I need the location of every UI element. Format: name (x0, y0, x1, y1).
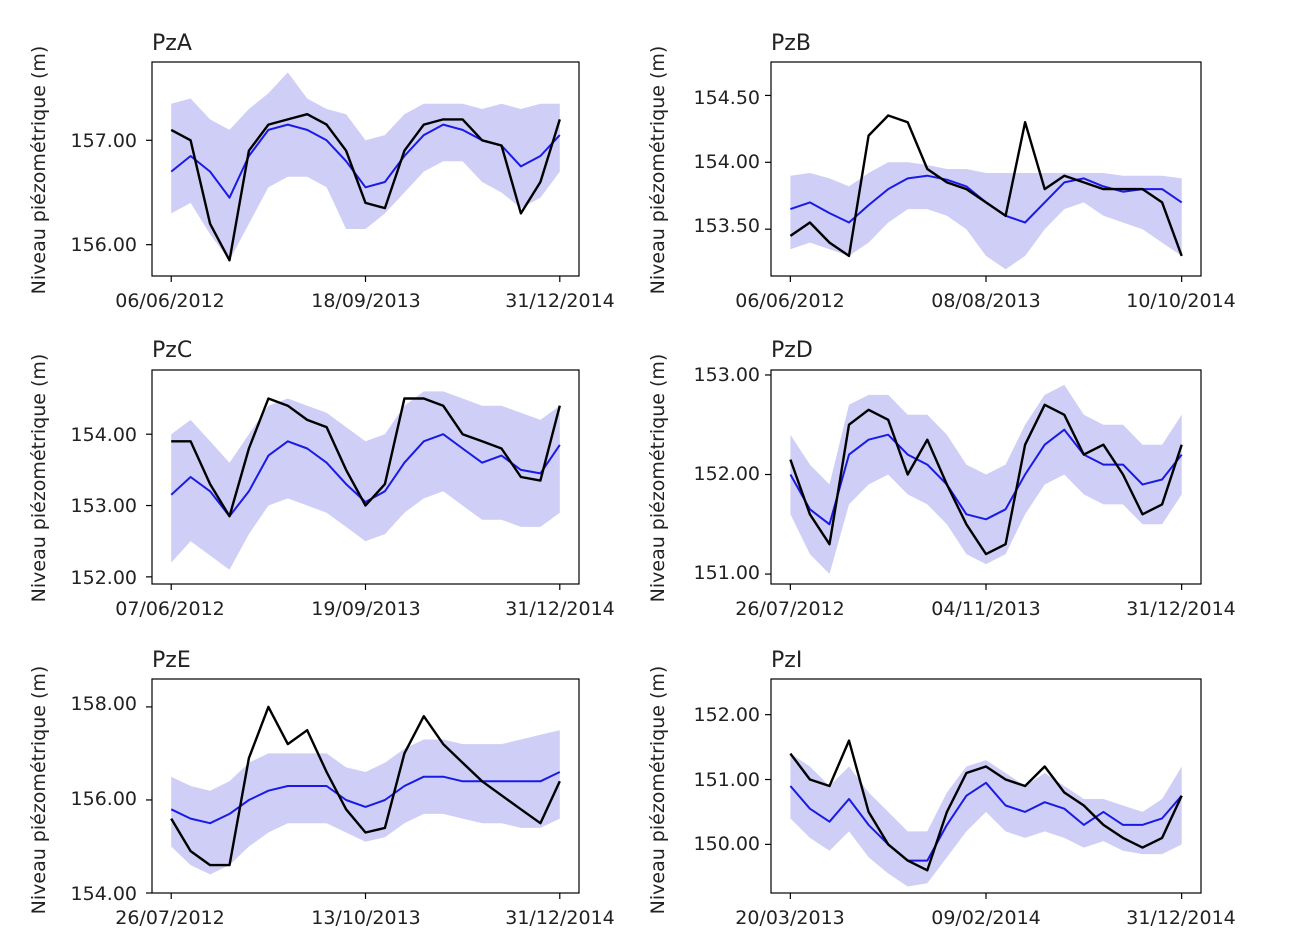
y-tick-label: 151.00 (694, 562, 760, 584)
mean-line (170, 771, 561, 825)
y-tick-label: 158.00 (71, 693, 137, 715)
panel-pzd: Niveau piézométrique (m) PzD 151.00 152.… (647, 338, 1236, 620)
x-tick-label: 31/12/2014 (505, 290, 615, 312)
y-tick-label: 153.50 (694, 215, 760, 237)
x-tick-label: 20/03/2013 (735, 907, 845, 929)
y-tick-label: 152.00 (71, 567, 137, 589)
y-tick-label: 156.00 (71, 234, 137, 256)
y-tick-label: 150.00 (694, 833, 760, 855)
y-tick-label: 154.00 (71, 883, 137, 905)
y-tick-label: 152.00 (694, 704, 760, 726)
x-tick-label: 31/12/2014 (505, 598, 615, 620)
observed-line (170, 705, 561, 867)
y-axis-label: Niveau piézométrique (m) (28, 46, 50, 295)
observed-line (170, 112, 561, 262)
observed-line (789, 403, 1183, 556)
panel-pzc: Niveau piézométrique (m) PzC 152.00 153.… (28, 338, 615, 620)
observed-line (171, 397, 561, 518)
chart-title: PzA (152, 31, 192, 56)
plot-area (146, 369, 580, 590)
x-tick-label: 18/09/2013 (311, 290, 421, 312)
uncertainty-band (171, 391, 560, 570)
plot-area (765, 61, 1202, 282)
x-tick-label: 19/09/2013 (311, 598, 421, 620)
chart-title: PzI (771, 648, 802, 673)
x-tick-label: 06/06/2012 (735, 290, 845, 312)
observed-line (789, 114, 1183, 258)
y-axis-label: Niveau piézométrique (m) (647, 354, 669, 603)
y-tick-label: 154.50 (694, 87, 760, 109)
x-tick-label: 31/12/2014 (1126, 598, 1236, 620)
y-axis-label: Niveau piézométrique (m) (647, 666, 669, 915)
chart-title: PzB (771, 31, 811, 56)
panel-pza: Niveau piézométrique (m) PzA 156.00 157.… (28, 31, 615, 312)
y-tick-label: 151.00 (694, 769, 760, 791)
y-tick-label: 154.00 (694, 151, 760, 173)
x-tick-label: 26/07/2012 (115, 907, 225, 929)
x-tick-label: 26/07/2012 (735, 598, 845, 620)
mean-line (789, 781, 1183, 862)
x-tick-label: 31/12/2014 (505, 907, 615, 929)
y-tick-label: 156.00 (71, 788, 137, 810)
panel-pze: Niveau piézométrique (m) PzE 154.00 156.… (28, 648, 615, 929)
y-axis-label: Niveau piézométrique (m) (28, 354, 50, 603)
y-axis-label: Niveau piézométrique (m) (647, 46, 669, 295)
x-tick-label: 31/12/2014 (1126, 907, 1236, 929)
plot-area (146, 61, 580, 282)
plot-area (765, 678, 1202, 899)
uncertainty-band (790, 384, 1182, 574)
y-tick-label: 152.00 (694, 463, 760, 485)
observed-line (789, 739, 1183, 872)
uncertainty-band (171, 72, 560, 261)
uncertainty-band (171, 730, 560, 875)
mean-line (170, 433, 561, 518)
panel-pzb: Niveau piézométrique (m) PzB 153.50 154.… (647, 31, 1236, 312)
x-tick-label: 07/06/2012 (115, 598, 225, 620)
chart-title: PzD (771, 338, 813, 363)
uncertainty-band (790, 753, 1182, 887)
y-tick-label: 157.00 (71, 130, 137, 152)
y-tick-label: 153.00 (71, 495, 137, 517)
x-tick-label: 13/10/2013 (311, 907, 421, 929)
chart-title: PzC (152, 338, 192, 363)
x-tick-label: 10/10/2014 (1126, 290, 1236, 312)
x-tick-label: 04/11/2013 (931, 598, 1041, 620)
y-axis-label: Niveau piézométrique (m) (28, 666, 50, 915)
x-tick-label: 08/08/2013 (931, 290, 1041, 312)
plot-area (146, 678, 580, 899)
panel-pzi: Niveau piézométrique (m) PzI 150.00 151.… (647, 648, 1236, 929)
plot-area (765, 369, 1202, 590)
x-tick-label: 09/02/2014 (931, 907, 1041, 929)
chart-title: PzE (152, 648, 191, 673)
y-tick-label: 153.00 (694, 364, 760, 386)
y-tick-label: 154.00 (71, 424, 137, 446)
x-tick-label: 06/06/2012 (115, 290, 225, 312)
